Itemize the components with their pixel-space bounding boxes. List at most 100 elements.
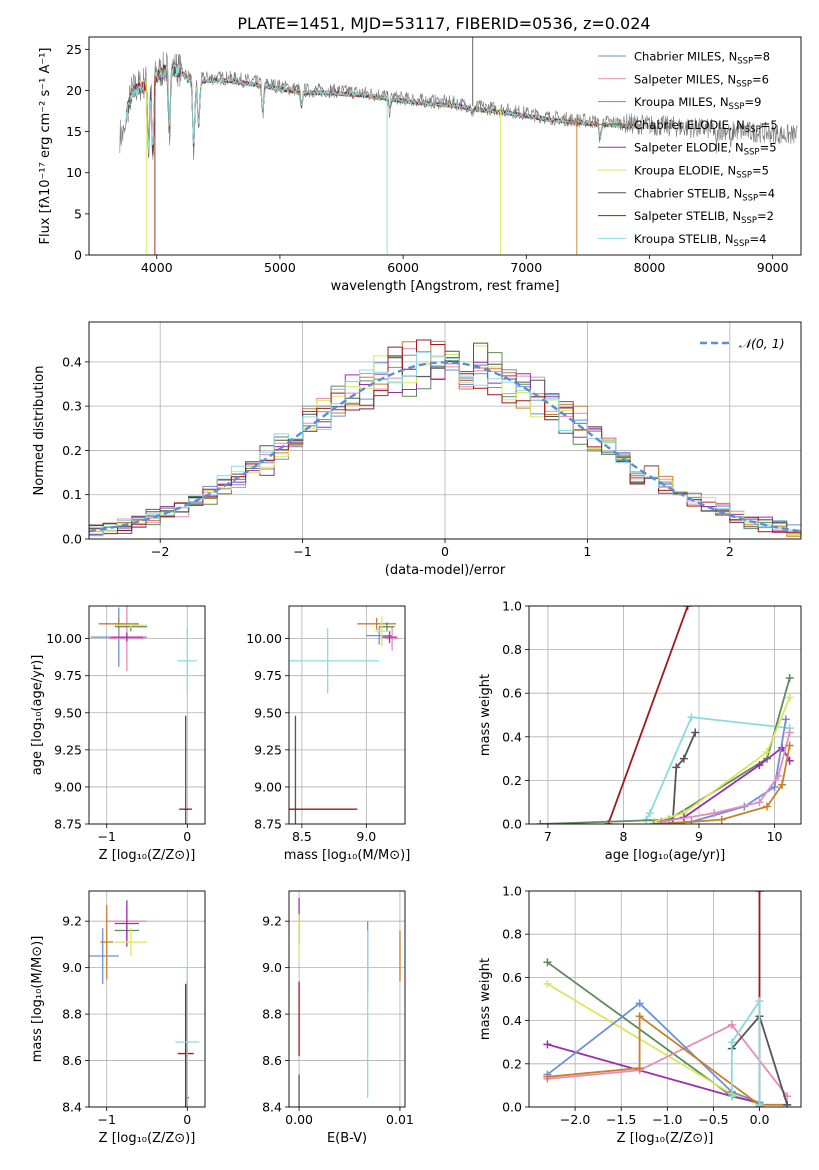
legend-label-sub: SSP <box>736 79 752 89</box>
y-tick-label: 9.0 <box>62 960 82 975</box>
legend-label-suffix: =9 <box>744 95 761 109</box>
legend-label-suffix: =4 <box>749 232 766 246</box>
weight-point-marker <box>543 958 552 967</box>
y-tick-label: 0.0 <box>502 1100 522 1115</box>
weight-point-marker <box>755 798 764 807</box>
y-tick-label: 0.6 <box>502 686 522 701</box>
weight-point-marker <box>683 606 692 610</box>
y-tick-label: 1.0 <box>502 884 522 899</box>
age-weight-panel: 7 8 9 10 0.0 0.2 0.4 0.6 0.8 1.0 age [log₁₀(age/yr… <box>478 599 802 863</box>
axes-frame <box>288 605 406 825</box>
x-tick-label: 7000 <box>510 260 542 275</box>
x-tick-label: −2.0 <box>560 1112 590 1127</box>
y-axis-label: age [log₁₀(age/yr)] <box>30 655 45 776</box>
weight-series-line <box>546 983 760 1106</box>
y-tick-label: 9.2 <box>62 914 82 929</box>
weight-point-marker <box>717 815 726 824</box>
axes-frame <box>528 890 802 1108</box>
legend-label-suffix: =8 <box>753 50 770 64</box>
x-tick-label: −2 <box>151 544 169 559</box>
legend-label-sub: SSP <box>736 171 752 181</box>
legend-label-sub: SSP <box>745 125 761 135</box>
weight-point-marker <box>783 1100 792 1107</box>
x-axis-label: wavelength [Angstrom, rest frame] <box>331 279 560 294</box>
x-tick-label: −0.5 <box>698 1112 728 1127</box>
x-tick-label: 8.5 <box>292 829 312 844</box>
legend-label-sub: SSP <box>737 57 753 67</box>
x-axis-label: Z [log₁₀(Z/Z⊙)] <box>99 848 196 863</box>
weight-point-marker <box>679 754 688 763</box>
plot-area <box>89 339 801 537</box>
weight-point-marker <box>691 728 700 737</box>
axes: 4000 5000 6000 7000 8000 9000 0 5 10 15 20 25 wavele… <box>38 36 802 294</box>
legend-label: Chabrier MILES, NSSP=8 <box>634 50 770 67</box>
y-tick-label: 8.8 <box>62 1007 82 1022</box>
weight-point-marker <box>727 1020 736 1029</box>
legend-label: Chabrier ELODIE, NSSP=5 <box>634 118 778 135</box>
y-tick-label: 0.2 <box>502 1056 522 1071</box>
model-spectrum-line <box>125 63 644 150</box>
y-tick-label: 0.0 <box>62 532 82 547</box>
axes: −2.0 −1.5 −1.0 −0.5 0.0 0.0 0.2 0.4 0.6 0.8 1.0 Z [… <box>478 884 802 1146</box>
weight-point-marker <box>770 782 779 791</box>
y-tick-label: 0.4 <box>62 354 82 369</box>
x-tick-label: 9.0 <box>356 829 376 844</box>
y-axis-label: Normed distribution <box>32 366 47 496</box>
residual-histogram-panel: −2 −1 0 1 2 0.0 0.1 0.2 0.3 0.4 (data-model)/error… <box>32 321 802 578</box>
y-tick-label: 9.00 <box>254 779 282 794</box>
axes: −1 0 8.4 8.6 8.8 9.0 9.2 Z [log₁₀(Z/Z⊙)] mass [l… <box>30 890 206 1146</box>
x-tick-label: 1 <box>583 544 591 559</box>
x-axis-label: age [log₁₀(age/yr)] <box>605 848 726 863</box>
legend-label-suffix: =6 <box>752 72 769 86</box>
y-tick-label: 0.0 <box>502 817 522 832</box>
weight-point-marker <box>543 1072 552 1081</box>
weight-point-marker <box>785 673 794 682</box>
y-tick-label: 8.4 <box>262 1100 282 1115</box>
legend-label-suffix: =4 <box>758 186 775 200</box>
weight-point-marker <box>785 693 794 702</box>
axes: 8.5 9.0 8.75 9.00 9.25 9.50 9.75 10.00 mass [log… <box>246 605 410 863</box>
weight-point-marker <box>710 809 719 818</box>
x-tick-label: 0 <box>183 1112 191 1127</box>
weight-point-marker <box>543 979 552 988</box>
weight-series-line <box>671 732 697 824</box>
y-tick-label: 9.75 <box>254 668 282 683</box>
weight-point-marker <box>778 780 787 789</box>
y-tick-label: 0.8 <box>502 642 522 657</box>
z-mass-panel: −1 0 8.4 8.6 8.8 9.0 9.2 Z [log₁₀(Z/Z⊙)] mass [l… <box>30 890 206 1146</box>
weight-point-marker <box>536 820 545 824</box>
weight-point-marker <box>657 820 666 824</box>
y-tick-label: 25 <box>66 42 82 57</box>
weight-point-marker <box>668 820 677 824</box>
weight-point-marker <box>727 1038 736 1047</box>
plot-area <box>536 606 794 824</box>
weight-point-marker <box>727 1092 736 1101</box>
x-tick-label: 0 <box>183 829 191 844</box>
axes-frame <box>88 890 206 1108</box>
y-tick-label: 0.6 <box>502 970 522 985</box>
weight-point-marker <box>774 772 783 781</box>
z-age-panel: −1 0 8.75 9.00 9.25 9.50 9.75 10.00 Z [log₁₀(Z/Z… <box>30 605 206 863</box>
plot-area <box>119 37 798 255</box>
x-axis-label: (data-model)/error <box>385 563 506 578</box>
x-tick-label: −1 <box>293 544 311 559</box>
grid <box>289 891 405 1108</box>
y-tick-label: 9.50 <box>254 705 282 720</box>
figure-title: PLATE=1451, MJD=53117, FIBERID=0536, z=0… <box>237 14 650 33</box>
z-weight-panel: −2.0 −1.5 −1.0 −0.5 0.0 0.0 0.2 0.4 0.6 0.8 1.0 Z [… <box>478 884 802 1146</box>
legend-label-sub: SSP <box>744 148 760 158</box>
y-tick-label: 8.8 <box>262 1007 282 1022</box>
legend-label: 𝒩(0, 1) <box>739 336 785 351</box>
weight-series-line <box>607 606 689 824</box>
x-tick-label: 10 <box>767 829 783 844</box>
y-tick-label: 8.75 <box>54 817 82 832</box>
axes: −1 0 8.75 9.00 9.25 9.50 9.75 10.00 Z [log₁₀(Z/Z… <box>30 605 206 863</box>
weight-point-marker <box>645 809 654 818</box>
legend: Chabrier MILES, NSSP=8 Salpeter MILES, NS… <box>598 50 778 249</box>
y-tick-label: 0.2 <box>62 443 82 458</box>
y-tick-label: 0.2 <box>502 773 522 788</box>
y-tick-label: 8.4 <box>62 1100 82 1115</box>
y-tick-label: 9.2 <box>262 914 282 929</box>
weight-point-marker <box>543 1040 552 1049</box>
y-tick-label: 8.6 <box>262 1053 282 1068</box>
